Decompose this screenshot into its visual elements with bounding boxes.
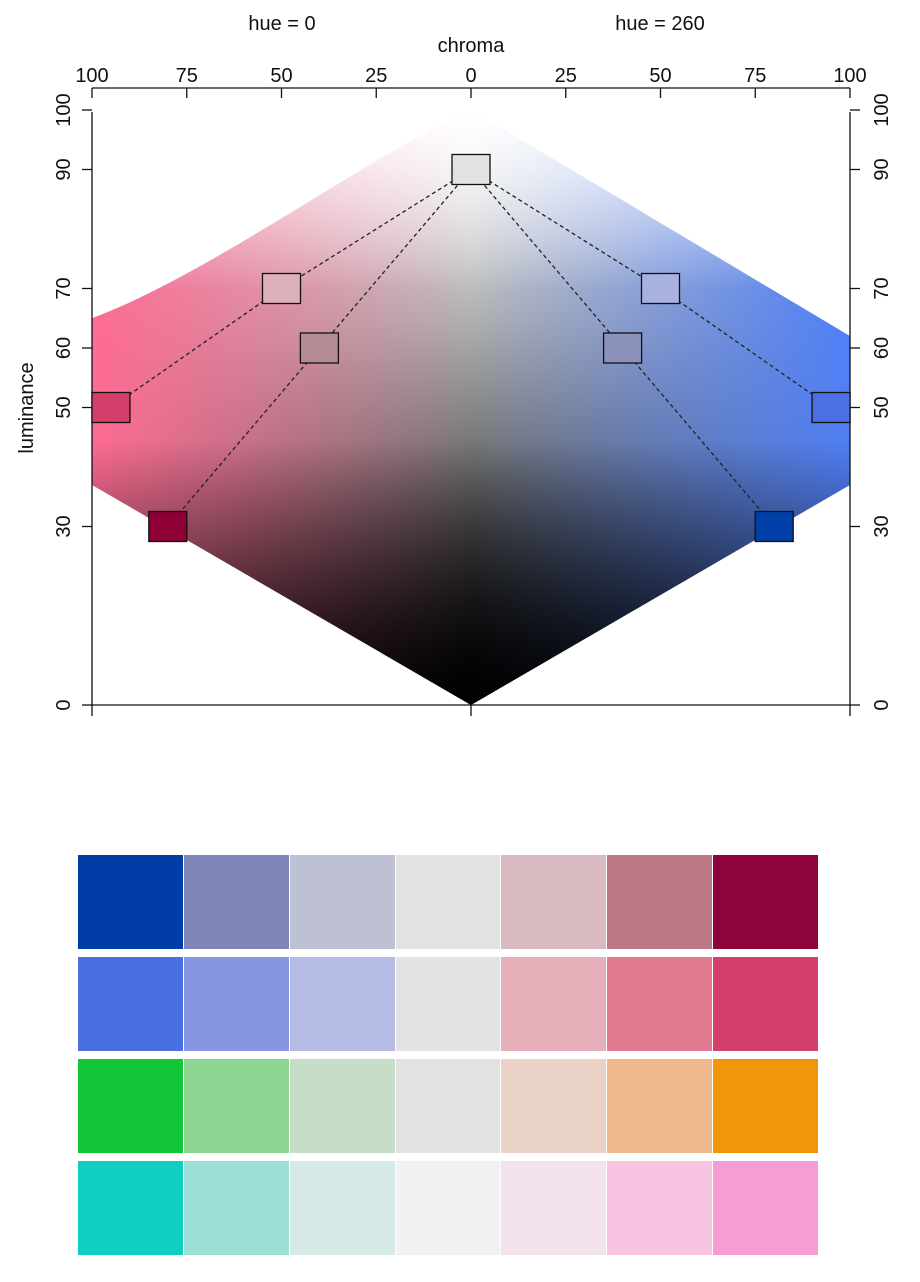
color-marker: [602, 332, 643, 364]
palette-row-green-orange: [78, 1059, 819, 1153]
luminance-axis-label: luminance: [16, 362, 38, 453]
palette-row-cyan-pink: [78, 1161, 819, 1255]
color-swatch: [501, 1059, 608, 1153]
hue-0-gamut: [92, 110, 471, 705]
color-marker: [91, 391, 131, 424]
color-swatch: [607, 855, 714, 949]
luminance-tick-label-right: 30: [871, 515, 893, 537]
color-swatch: [289, 957, 396, 1051]
color-swatch: [183, 957, 290, 1051]
luminance-tick-label-left: 90: [53, 158, 75, 180]
hue-260-gamut: [471, 110, 850, 705]
color-swatch: [78, 1161, 184, 1255]
color-swatch: [607, 1059, 714, 1153]
color-swatch: [78, 957, 184, 1051]
color-swatch: [501, 957, 608, 1051]
chroma-tick-label: 0: [465, 65, 476, 87]
chroma-tick-label: 50: [649, 65, 671, 87]
axes: 100 75 50 25 0 25 50 75 100 0 0 30 30 50 50 60 60 70 70 90 9…: [53, 65, 893, 716]
color-swatch: [78, 855, 184, 949]
palette-markers: [91, 153, 851, 543]
color-swatch: [713, 1059, 819, 1153]
color-swatch: [501, 855, 608, 949]
chroma-tick-label: 75: [744, 65, 766, 87]
color-marker: [451, 153, 491, 186]
color-swatch: [713, 855, 819, 949]
hue-right-label: hue = 260: [615, 13, 705, 35]
luminance-tick-label-right: 0: [871, 699, 893, 710]
color-swatch: [395, 1059, 502, 1153]
luminance-tick-label-left: 50: [53, 396, 75, 418]
luminance-tick-label-right: 70: [871, 277, 893, 299]
luminance-tick-label-left: 30: [53, 515, 75, 537]
color-swatch: [395, 855, 502, 949]
color-swatch: [183, 855, 290, 949]
color-marker: [640, 272, 681, 305]
color-swatch: [607, 957, 714, 1051]
chroma-tick-label: 100: [75, 65, 108, 87]
palette-row-blue-red-dark: [78, 855, 819, 949]
chroma-tick-label: 75: [176, 65, 198, 87]
luminance-tick-label-right: 50: [871, 396, 893, 418]
color-marker: [754, 510, 794, 543]
luminance-tick-label-left: 0: [53, 699, 75, 710]
hue-left-label: hue = 0: [248, 13, 315, 35]
luminance-tick-label-left: 100: [53, 93, 75, 126]
color-swatch: [395, 1161, 502, 1255]
luminance-tick-label-right: 90: [871, 158, 893, 180]
luminance-tick-label-right: 60: [871, 337, 893, 359]
palette-row-blue-red-light: [78, 957, 819, 1051]
chroma-axis-label: chroma: [438, 35, 506, 57]
color-marker: [811, 391, 851, 424]
color-swatch: [183, 1059, 290, 1153]
color-swatch: [501, 1161, 608, 1255]
palette-swatches: [78, 855, 819, 1263]
chroma-tick-label: 100: [833, 65, 866, 87]
color-swatch: [713, 957, 819, 1051]
chroma-luminance-diagram: 100 75 50 25 0 25 50 75 100 0 0 30 30 50 50 60 60 70 70 90 9…: [16, 13, 893, 716]
luminance-tick-label-left: 60: [53, 337, 75, 359]
color-swatch: [607, 1161, 714, 1255]
luminance-tick-label-right: 100: [871, 93, 893, 126]
color-swatch: [395, 957, 502, 1051]
color-swatch: [289, 1161, 396, 1255]
color-swatch: [289, 1059, 396, 1153]
color-swatch: [289, 855, 396, 949]
color-swatch: [78, 1059, 184, 1153]
luminance-tick-label-left: 70: [53, 277, 75, 299]
chroma-tick-label: 25: [555, 65, 577, 87]
color-marker: [299, 332, 340, 364]
chroma-tick-label: 50: [270, 65, 292, 87]
color-marker: [261, 272, 302, 305]
chroma-tick-label: 25: [365, 65, 387, 87]
color-marker: [148, 510, 188, 543]
color-swatch: [713, 1161, 819, 1255]
color-swatch: [183, 1161, 290, 1255]
